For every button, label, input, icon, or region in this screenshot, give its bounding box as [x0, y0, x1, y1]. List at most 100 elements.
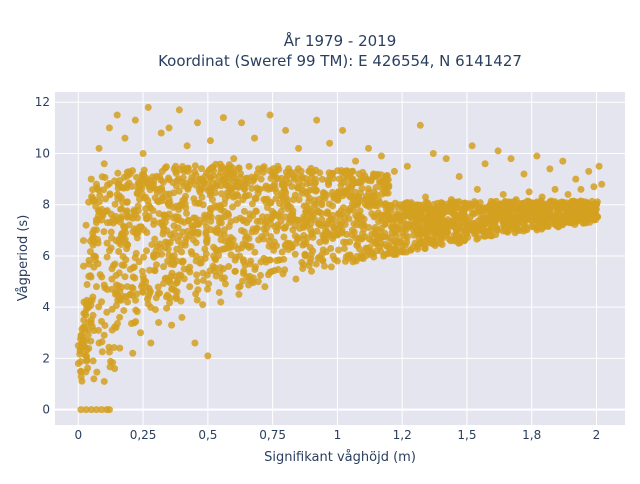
scatter-point	[85, 344, 93, 352]
scatter-point	[188, 229, 196, 237]
scatter-point	[180, 165, 188, 173]
scatter-point	[445, 204, 453, 212]
scatter-point	[90, 226, 98, 234]
scatter-point	[225, 263, 233, 271]
scatter-point	[280, 233, 288, 241]
scatter-point	[177, 217, 185, 225]
scatter-point	[108, 265, 116, 273]
scatter-point	[164, 174, 172, 182]
scatter-point	[88, 323, 96, 331]
chart-title-line1: År 1979 - 2019	[284, 31, 397, 50]
scatter-point	[165, 277, 173, 285]
scatter-point	[218, 190, 226, 198]
scatter-point	[403, 234, 411, 242]
scatter-point	[183, 209, 191, 217]
scatter-point	[215, 288, 223, 296]
scatter-point	[274, 212, 282, 220]
scatter-point	[142, 247, 150, 255]
scatter-point	[477, 215, 485, 223]
scatter-point	[277, 207, 285, 215]
scatter-point	[191, 221, 199, 229]
scatter-point	[312, 260, 320, 268]
scatter-point	[84, 364, 92, 372]
scatter-point	[461, 205, 469, 213]
scatter-point	[356, 189, 364, 197]
scatter-point	[257, 175, 265, 183]
scatter-point	[409, 231, 417, 239]
scatter-point	[316, 238, 324, 246]
scatter-point	[442, 155, 450, 163]
scatter-point	[119, 198, 127, 206]
scatter-point	[273, 174, 281, 182]
scatter-point	[148, 241, 156, 249]
x-tick-label: 1,8	[522, 428, 541, 442]
data-points	[74, 103, 606, 414]
scatter-point	[299, 261, 307, 269]
scatter-point	[365, 144, 372, 152]
scatter-point	[194, 286, 202, 294]
scatter-point	[212, 256, 220, 264]
scatter-point	[352, 157, 360, 165]
scatter-point	[350, 228, 358, 236]
scatter-point	[224, 210, 232, 218]
scatter-point	[173, 288, 181, 296]
scatter-point	[308, 267, 315, 275]
scatter-point	[312, 187, 320, 195]
scatter-point	[175, 187, 183, 195]
scatter-point	[533, 209, 541, 217]
scatter-point	[345, 169, 353, 177]
scatter-point	[357, 221, 365, 229]
scatter-point	[341, 257, 349, 265]
scatter-point	[243, 232, 251, 240]
scatter-point	[271, 266, 279, 274]
scatter-point	[199, 276, 207, 284]
scatter-point	[221, 274, 229, 282]
scatter-point	[129, 284, 137, 292]
scatter-point	[476, 226, 484, 234]
scatter-point	[300, 231, 308, 239]
scatter-point	[168, 285, 176, 293]
scatter-point	[473, 185, 481, 193]
scatter-point	[113, 190, 121, 198]
scatter-point	[92, 219, 100, 227]
scatter-point	[279, 179, 287, 187]
scatter-point	[163, 304, 171, 312]
scatter-point	[544, 222, 552, 230]
scatter-point	[322, 248, 330, 256]
scatter-point	[581, 214, 589, 222]
scatter-point	[82, 406, 90, 414]
scatter-point	[116, 296, 124, 304]
scatter-point	[164, 257, 172, 265]
scatter-point	[323, 228, 331, 236]
scatter-point	[263, 224, 271, 232]
scatter-point	[445, 235, 453, 243]
scatter-point	[225, 237, 233, 245]
x-tick-label: 1,5	[457, 428, 476, 442]
scatter-point	[344, 185, 352, 193]
scatter-point	[473, 235, 481, 243]
scatter-point	[241, 179, 249, 187]
scatter-point	[164, 199, 172, 207]
scatter-point	[189, 236, 197, 244]
scatter-point	[124, 241, 132, 249]
scatter-point	[336, 221, 344, 229]
scatter-point	[352, 234, 360, 242]
scatter-point	[147, 339, 155, 347]
scatter-point	[528, 216, 536, 224]
scatter-point	[98, 406, 106, 414]
scatter-point	[166, 299, 174, 307]
scatter-point	[231, 267, 239, 275]
scatter-point	[150, 217, 158, 225]
scatter-point	[92, 283, 100, 291]
scatter-point	[80, 262, 87, 270]
scatter-point	[437, 234, 445, 242]
scatter-point	[126, 170, 134, 178]
scatter-point	[143, 179, 151, 187]
scatter-point	[118, 231, 126, 239]
scatter-point	[103, 207, 111, 215]
scatter-point	[252, 195, 260, 203]
scatter-point	[326, 139, 334, 147]
scatter-point	[520, 170, 528, 178]
scatter-point	[296, 218, 304, 226]
scatter-point	[190, 214, 198, 222]
